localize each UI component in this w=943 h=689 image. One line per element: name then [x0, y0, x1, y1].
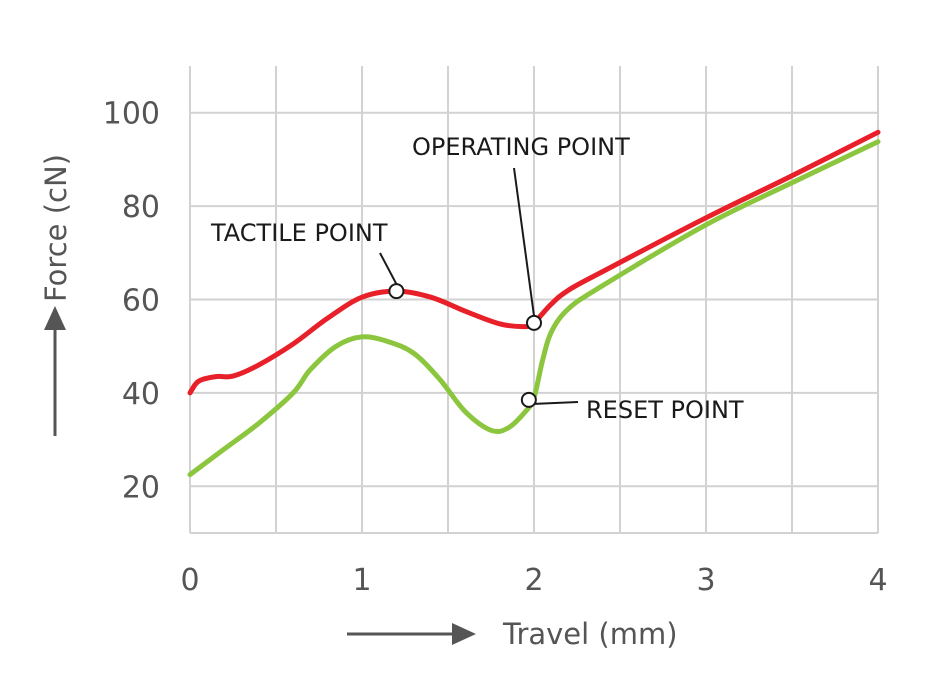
x-tick-label: 1: [352, 563, 371, 598]
y-tick-label: 100: [103, 97, 160, 132]
reset-point-marker: [520, 391, 537, 408]
tactile-point-label: TACTILE POINT: [210, 219, 388, 247]
y-axis-label: Force (cN): [39, 154, 73, 302]
x-tick-label: 0: [180, 563, 199, 598]
y-tick-labels: 20 40 60 80 100: [103, 97, 160, 506]
y-tick-label: 40: [122, 377, 160, 412]
operating-point-leader: [513, 167, 535, 316]
series-lines: [187, 129, 881, 478]
red-force-curve: [187, 129, 881, 396]
y-tick-label: 80: [122, 190, 160, 225]
reset-point-label: RESET POINT: [586, 396, 744, 424]
tactile-point-marker: [388, 283, 405, 300]
operating-point-marker: [526, 314, 542, 331]
x-tick-label: 4: [868, 563, 887, 598]
annotations: TACTILE POINT OPERATING POINT RESET POINT: [210, 133, 744, 424]
y-tick-label: 20: [122, 470, 160, 505]
x-tick-label: 2: [524, 563, 543, 598]
operating-point-label: OPERATING POINT: [412, 133, 630, 161]
y-tick-label: 60: [122, 284, 160, 319]
x-tick-labels: 0 1 2 3 4: [180, 563, 887, 598]
grid: [189, 66, 879, 534]
green-force-curve: [187, 139, 881, 478]
x-tick-label: 3: [696, 563, 715, 598]
tactile-point-leader: [379, 252, 398, 285]
x-axis-label: Travel (mm): [502, 617, 678, 651]
x-axis-arrowhead: [452, 623, 476, 645]
y-axis-arrowhead: [44, 306, 66, 330]
reset-point-leader: [534, 401, 579, 405]
